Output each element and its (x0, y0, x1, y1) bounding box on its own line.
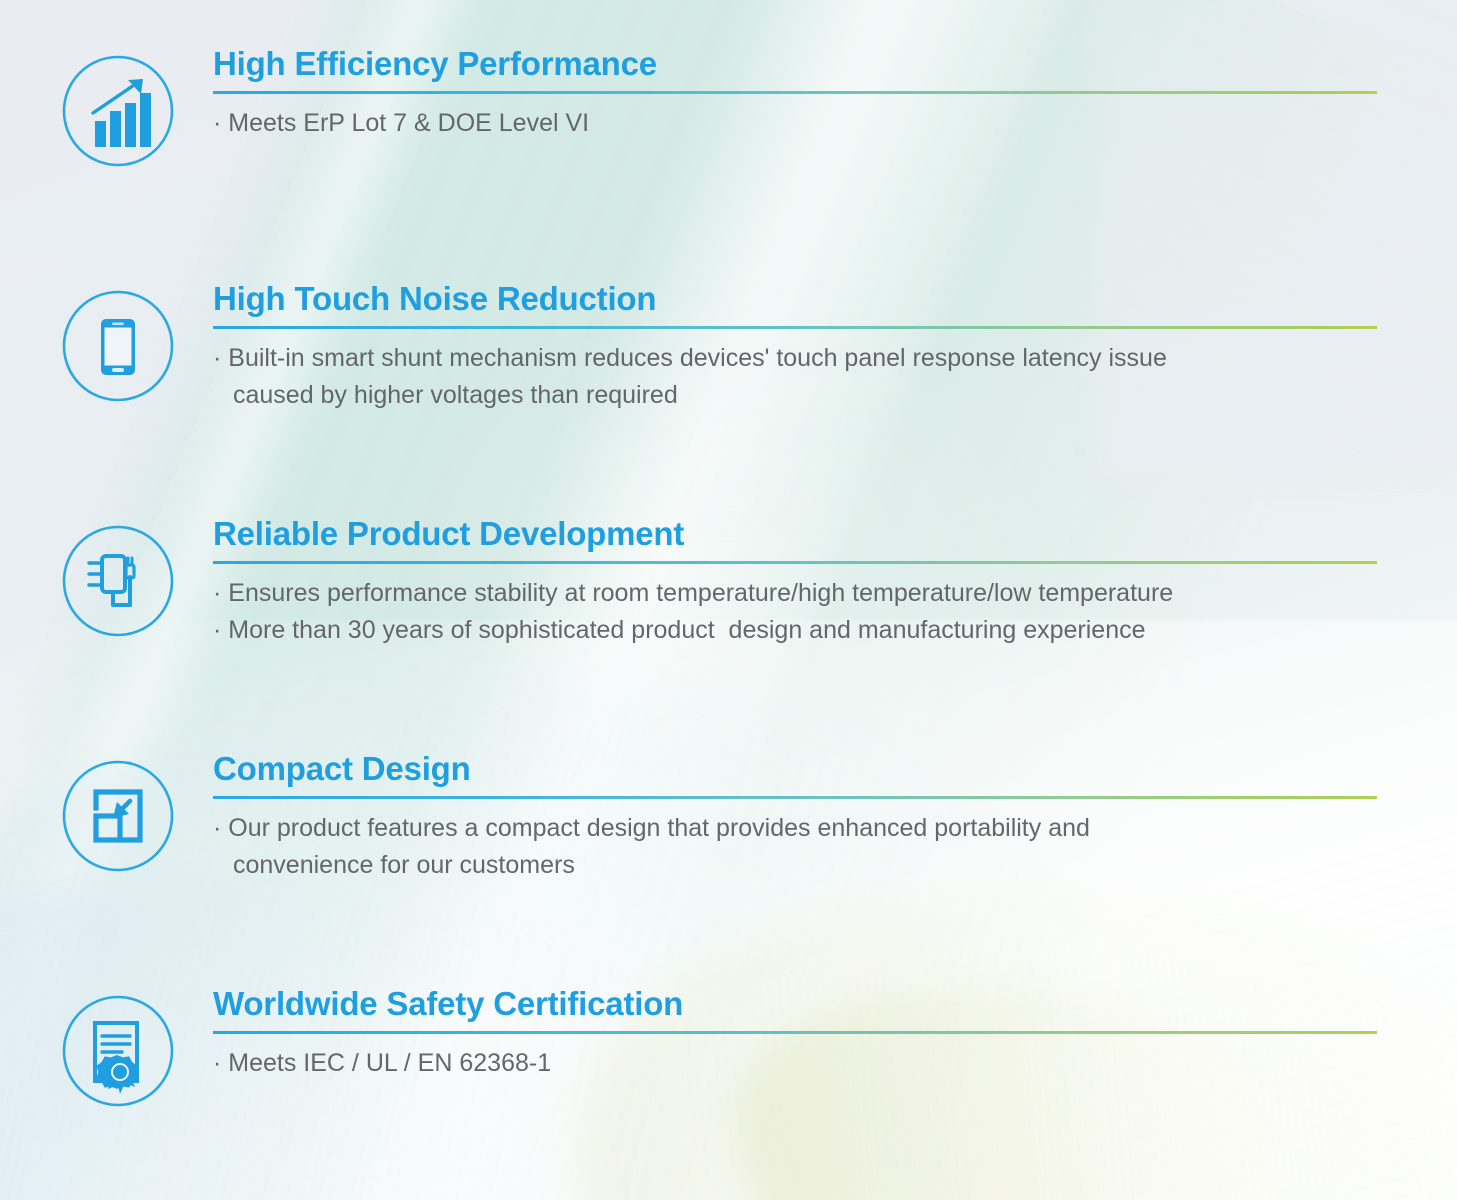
compact-resize-icon (62, 760, 174, 872)
bullet-marker: · (213, 813, 222, 842)
feature-bullets: · Built-in smart shunt mechanism reduces… (213, 340, 1377, 414)
feature-title: High Touch Noise Reduction (213, 280, 657, 317)
bullet-marker: · (213, 615, 222, 644)
feature-divider (213, 90, 1377, 94)
bullet-line: · Meets ErP Lot 7 & DOE Level VI (213, 105, 1377, 142)
bullet-text: Meets IEC / UL / EN 62368-1 (228, 1048, 552, 1077)
bullet-line: · Our product features a compact design … (213, 810, 1377, 847)
bar-chart-growth-icon (62, 55, 174, 167)
feature-bullets: · Ensures performance stability at room … (213, 575, 1377, 649)
certificate-award-icon (62, 995, 174, 1107)
bullet-line: · Built-in smart shunt mechanism reduces… (213, 340, 1377, 377)
bullet-line-continuation: caused by higher voltages than required (233, 380, 678, 409)
feature-divider (213, 325, 1377, 329)
feature-body: Reliable Product Development · Ensures p… (213, 517, 1377, 649)
feature-body: High Touch Noise Reduction · Built-in sm… (213, 282, 1377, 414)
feature-title: Compact Design (213, 750, 471, 787)
bullet-text: Ensures performance stability at room te… (228, 578, 1174, 607)
bullet-text: Built-in smart shunt mechanism reduces d… (228, 343, 1167, 372)
feature-title: Worldwide Safety Certification (213, 985, 684, 1022)
power-adapter-plug-icon (62, 525, 174, 637)
feature-bullets: · Meets IEC / UL / EN 62368-1 (213, 1045, 1377, 1082)
bullet-marker: · (213, 1048, 222, 1077)
bullet-marker: · (213, 108, 222, 137)
feature-divider (213, 795, 1377, 799)
bullet-marker: · (213, 343, 222, 372)
feature-bullets: · Meets ErP Lot 7 & DOE Level VI (213, 105, 1377, 142)
feature-body: Compact Design · Our product features a … (213, 752, 1377, 884)
feature-body: High Efficiency Performance · Meets ErP … (213, 47, 1377, 142)
feature-title: High Efficiency Performance (213, 45, 657, 82)
feature-item-high-efficiency-performance: High Efficiency Performance · Meets ErP … (0, 47, 1457, 257)
feature-title: Reliable Product Development (213, 515, 685, 552)
bullet-line: · More than 30 years of sophisticated pr… (213, 612, 1377, 649)
bullet-text: Meets ErP Lot 7 & DOE Level VI (228, 108, 590, 137)
feature-item-high-touch-noise-reduction: High Touch Noise Reduction · Built-in sm… (0, 282, 1457, 492)
feature-divider (213, 560, 1377, 564)
bullet-text: Our product features a compact design th… (228, 813, 1090, 842)
smartphone-icon (62, 290, 174, 402)
feature-item-compact-design: Compact Design · Our product features a … (0, 752, 1457, 962)
feature-item-worldwide-safety-certification: Worldwide Safety Certification · Meets I… (0, 987, 1457, 1197)
bullet-line: · Ensures performance stability at room … (213, 575, 1377, 612)
bullet-marker: · (213, 578, 222, 607)
feature-body: Worldwide Safety Certification · Meets I… (213, 987, 1377, 1082)
feature-bullets: · Our product features a compact design … (213, 810, 1377, 884)
bullet-line-continuation: convenience for our customers (233, 850, 575, 879)
feature-divider (213, 1030, 1377, 1034)
bullet-line: · Meets IEC / UL / EN 62368-1 (213, 1045, 1377, 1082)
feature-item-reliable-product-development: Reliable Product Development · Ensures p… (0, 517, 1457, 727)
bullet-text: More than 30 years of sophisticated prod… (228, 615, 1146, 644)
